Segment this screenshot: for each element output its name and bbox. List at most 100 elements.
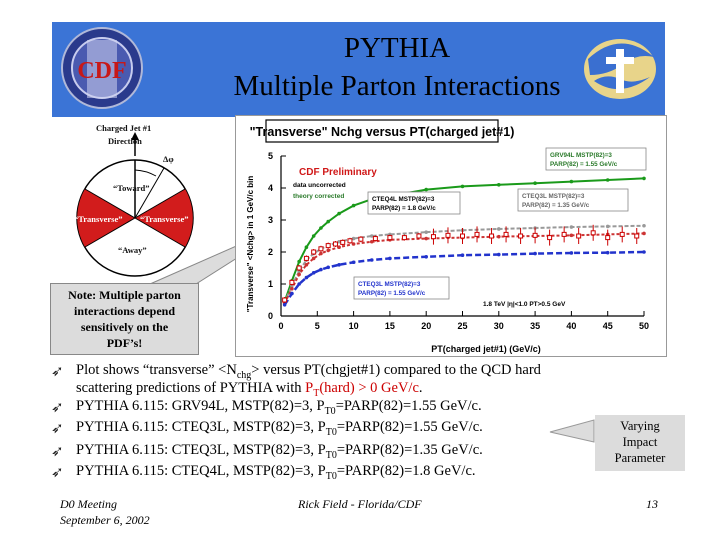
series-point — [424, 255, 428, 259]
jet-direction-diagram: Charged Jet #1 Direction Δφ “Toward” “Tr… — [60, 118, 210, 293]
series-point — [304, 275, 309, 280]
series-curve — [283, 250, 645, 306]
y-tick-label: 1 — [268, 279, 273, 289]
x-tick-label: 0 — [278, 321, 283, 331]
legend-label: CTEQ4L MSTP(82)=3 — [372, 196, 435, 203]
diagram-label-transverse-right: “Transverse” — [140, 214, 189, 224]
note-line-3: sensitively on the — [80, 320, 169, 334]
series-point — [533, 251, 537, 256]
series-point — [369, 239, 374, 244]
transverse-nchg-plot: "Transverse" Nchg versus PT(charged jet#… — [235, 115, 667, 357]
series-point — [424, 187, 428, 192]
series-point — [297, 272, 301, 277]
legend-box — [517, 188, 629, 212]
series-point — [326, 265, 330, 270]
series-point — [337, 245, 341, 249]
bullet-arrow-icon: ➶ — [51, 421, 64, 437]
data-point — [387, 235, 393, 241]
plot-canvas: "Transverse" Nchg versus PT(charged jet#… — [246, 119, 649, 354]
data-point — [289, 279, 295, 285]
legend-label: PARP(82) = 1.55 GeV/c — [550, 161, 618, 168]
data-point — [518, 233, 524, 239]
title-banner: CDF PYTHIA Multiple Parton Interactions — [52, 22, 665, 117]
data-point — [318, 246, 324, 252]
data-point — [576, 233, 582, 239]
series-curve — [283, 177, 645, 302]
x-axis-label: PT(charged jet#1) (GeV/c) — [431, 344, 541, 354]
legend-box — [367, 191, 461, 215]
legend-label: PARP(82) = 1.55 GeV/c — [358, 290, 426, 297]
data-point — [590, 230, 596, 236]
legend-label: PARP(82) = 1.8 GeV/c — [372, 205, 436, 212]
diagram-label-toward: “Toward” — [113, 183, 150, 193]
y-axis-label: "Transverse" <Nchg> in 1 GeV/c bin — [246, 176, 255, 313]
series-point — [311, 234, 316, 238]
series-point — [297, 259, 301, 264]
data-point — [619, 231, 625, 237]
data-point — [634, 233, 640, 239]
series-point — [642, 223, 646, 228]
legend-box — [353, 276, 450, 300]
series-point — [642, 231, 646, 236]
bullet-5: PYTHIA 6.115: CTEQ4L, MSTP(82)=3, PT0=PA… — [76, 463, 476, 482]
diagram-label-direction: Direction — [108, 136, 142, 146]
x-tick-label: 50 — [639, 321, 649, 331]
data-point — [547, 235, 553, 241]
series-point — [424, 236, 428, 241]
data-point — [347, 238, 353, 244]
bullet-3: PYTHIA 6.115: CTEQ3L, MSTP(82)=3, PT0=PA… — [76, 419, 483, 438]
data-point — [358, 236, 364, 242]
series-point — [351, 236, 356, 241]
y-tick-label: 5 — [268, 151, 273, 161]
series-point — [297, 282, 301, 286]
data-point — [532, 232, 538, 238]
data-point — [561, 231, 567, 237]
bullet-arrow-icon: ➶ — [51, 444, 64, 460]
footer-meeting: D0 Meeting — [60, 497, 117, 511]
cuts-label: 1.8 TeV |η|<1.0 PT>0.5 GeV — [483, 301, 566, 308]
series-point — [290, 287, 294, 291]
series-point — [326, 219, 330, 224]
series-point — [497, 252, 501, 257]
slide-title-line2: Multiple Parton Interactions — [233, 70, 561, 102]
x-tick-label: 5 — [315, 321, 320, 331]
series-point — [642, 250, 646, 254]
y-tick-label: 2 — [268, 247, 273, 257]
series-point — [337, 263, 341, 267]
series-point — [319, 251, 323, 256]
series-point — [351, 242, 356, 246]
y-tick-label: 3 — [268, 215, 273, 225]
cdf-logo: CDF — [61, 27, 143, 109]
legend-label: CTEQ3L MSTP(82)=3 — [522, 193, 585, 200]
varying-line-2: Impact — [622, 435, 658, 449]
data-point — [311, 249, 317, 255]
series-point — [351, 260, 356, 265]
series-point — [497, 227, 501, 231]
series-point — [605, 224, 610, 229]
bullet-arrow-icon: ➶ — [51, 400, 64, 416]
series-point — [337, 211, 341, 216]
data-point — [332, 241, 338, 247]
note-line-1: Note: Multiple parton — [68, 288, 181, 302]
note-callout: Note: Multiple parton interactions depen… — [50, 283, 199, 355]
bullet-arrow-icon: ➶ — [51, 364, 64, 380]
series-point — [282, 303, 287, 307]
series-point — [460, 253, 465, 257]
data-point — [445, 232, 451, 238]
bullet-1: Plot shows “transverse” <Nchg> versus PT… — [76, 362, 541, 381]
series-point — [569, 179, 574, 184]
theory-corrected-label: theory corrected — [293, 193, 344, 200]
x-tick-label: 40 — [566, 321, 576, 331]
series-point — [319, 267, 323, 272]
data-point — [340, 239, 346, 245]
series-point — [605, 250, 610, 255]
legend-box — [545, 147, 647, 171]
data-point — [401, 235, 407, 241]
x-tick-label: 25 — [457, 321, 467, 331]
varying-impact-parameter-box: Varying Impact Parameter — [595, 415, 685, 471]
bullet-1-line-2: scattering predictions of PYTHIA with PT… — [76, 380, 423, 399]
data-point — [605, 235, 611, 241]
series-point — [605, 178, 610, 182]
series-point — [533, 181, 537, 185]
